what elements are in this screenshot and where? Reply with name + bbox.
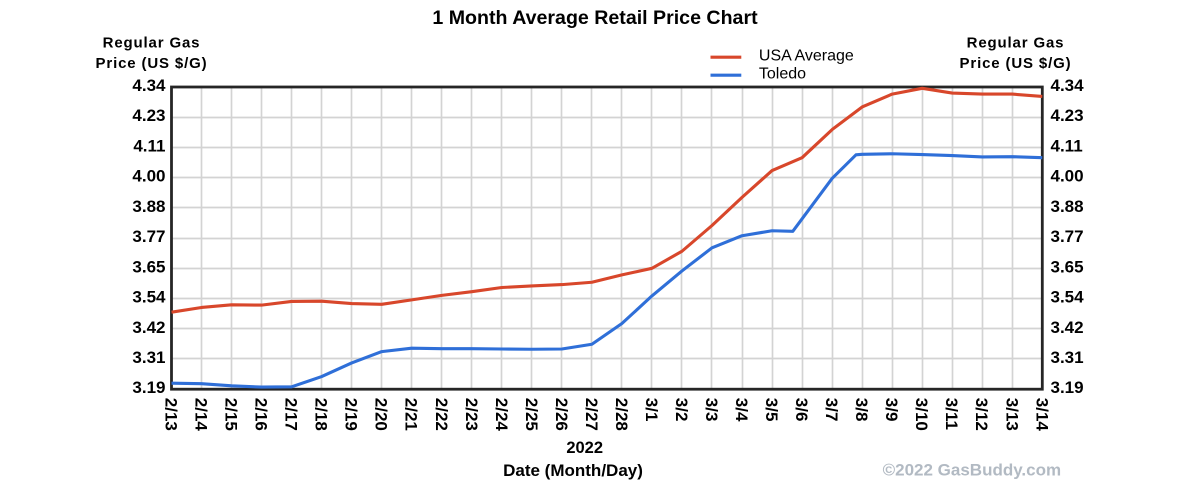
svg-text:2/13: 2/13: [162, 398, 181, 431]
svg-text:3/6: 3/6: [792, 398, 811, 422]
svg-text:2/20: 2/20: [372, 398, 391, 431]
svg-text:4.34: 4.34: [1051, 76, 1085, 95]
svg-text:4.23: 4.23: [1051, 106, 1084, 125]
svg-text:3.19: 3.19: [132, 378, 165, 397]
svg-text:3.31: 3.31: [132, 348, 165, 367]
svg-text:2/14: 2/14: [192, 398, 211, 432]
svg-text:3.42: 3.42: [132, 318, 165, 337]
svg-text:2/28: 2/28: [612, 398, 631, 431]
svg-text:3/13: 3/13: [1002, 398, 1021, 431]
svg-text:3.77: 3.77: [132, 227, 165, 246]
svg-text:©2022 GasBuddy.com: ©2022 GasBuddy.com: [883, 461, 1062, 480]
svg-text:3/1: 3/1: [642, 398, 661, 422]
svg-text:3/5: 3/5: [762, 398, 781, 422]
svg-text:4.00: 4.00: [132, 167, 165, 186]
svg-text:Toledo: Toledo: [759, 65, 806, 82]
svg-text:1 Month Average Retail Price C: 1 Month Average Retail Price Chart: [432, 7, 758, 29]
svg-text:3.77: 3.77: [1051, 227, 1084, 246]
svg-text:2/21: 2/21: [402, 398, 421, 431]
svg-text:3.19: 3.19: [1051, 378, 1084, 397]
svg-text:2/19: 2/19: [342, 398, 361, 431]
svg-text:2022: 2022: [566, 439, 603, 457]
svg-text:3.88: 3.88: [132, 197, 165, 216]
svg-text:3.65: 3.65: [132, 257, 165, 276]
svg-text:Price (US $/G): Price (US $/G): [960, 55, 1072, 72]
svg-text:2/15: 2/15: [222, 398, 241, 431]
svg-text:Date (Month/Day): Date (Month/Day): [503, 461, 643, 480]
svg-text:3.42: 3.42: [1051, 318, 1084, 337]
svg-text:3/12: 3/12: [972, 398, 991, 431]
svg-text:3/11: 3/11: [942, 398, 961, 430]
svg-text:3.54: 3.54: [132, 288, 166, 307]
svg-text:2/24: 2/24: [492, 398, 511, 432]
svg-text:3.65: 3.65: [1051, 257, 1084, 276]
svg-text:2/18: 2/18: [312, 398, 331, 431]
svg-text:3/10: 3/10: [912, 398, 931, 431]
svg-text:3/2: 3/2: [672, 398, 691, 422]
svg-text:USA Average: USA Average: [759, 47, 854, 64]
svg-text:Price (US $/G): Price (US $/G): [96, 55, 208, 72]
svg-text:2/17: 2/17: [282, 398, 301, 431]
svg-text:Regular Gas: Regular Gas: [967, 34, 1065, 51]
svg-text:3/8: 3/8: [852, 398, 871, 422]
svg-text:3.31: 3.31: [1051, 348, 1084, 367]
svg-text:4.11: 4.11: [133, 136, 165, 155]
svg-text:2/25: 2/25: [522, 398, 541, 431]
svg-text:3.54: 3.54: [1051, 288, 1085, 307]
svg-text:2/16: 2/16: [252, 398, 271, 431]
svg-text:3/14: 3/14: [1032, 398, 1051, 432]
svg-text:3/4: 3/4: [732, 398, 751, 422]
svg-text:3/9: 3/9: [882, 398, 901, 422]
svg-text:2/27: 2/27: [582, 398, 601, 431]
svg-text:3/3: 3/3: [702, 398, 721, 422]
svg-text:4.11: 4.11: [1051, 136, 1083, 155]
svg-text:4.00: 4.00: [1051, 167, 1084, 186]
svg-text:2/23: 2/23: [462, 398, 481, 431]
svg-text:3.88: 3.88: [1051, 197, 1084, 216]
svg-text:2/26: 2/26: [552, 398, 571, 431]
svg-text:2/22: 2/22: [432, 398, 451, 431]
svg-text:4.34: 4.34: [132, 76, 166, 95]
svg-text:3/7: 3/7: [822, 398, 841, 422]
svg-text:4.23: 4.23: [132, 106, 165, 125]
svg-text:Regular Gas: Regular Gas: [103, 34, 201, 51]
